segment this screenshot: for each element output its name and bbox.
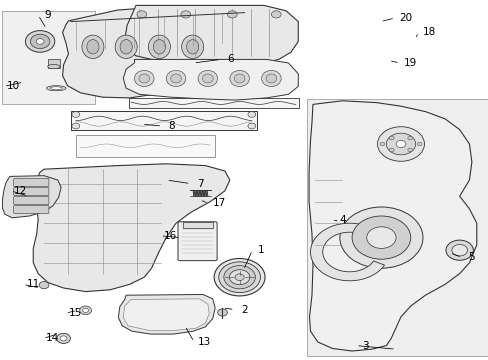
Circle shape bbox=[36, 39, 44, 44]
Circle shape bbox=[386, 133, 415, 155]
Polygon shape bbox=[62, 6, 249, 98]
Circle shape bbox=[217, 309, 227, 316]
Circle shape bbox=[214, 258, 264, 296]
Circle shape bbox=[30, 34, 50, 49]
Circle shape bbox=[247, 112, 255, 117]
Circle shape bbox=[80, 306, 91, 315]
Polygon shape bbox=[124, 5, 298, 64]
Circle shape bbox=[351, 216, 410, 259]
Text: 14: 14 bbox=[46, 333, 60, 343]
Circle shape bbox=[416, 142, 421, 146]
Bar bbox=[76, 135, 215, 157]
Polygon shape bbox=[118, 294, 215, 334]
Ellipse shape bbox=[265, 74, 276, 83]
Text: 15: 15 bbox=[69, 308, 82, 318]
Bar bbox=[71, 111, 256, 130]
Bar bbox=[128, 98, 298, 108]
Circle shape bbox=[218, 262, 260, 293]
Text: 1: 1 bbox=[258, 245, 264, 255]
Circle shape bbox=[181, 11, 190, 18]
Ellipse shape bbox=[50, 87, 62, 90]
Circle shape bbox=[72, 123, 80, 129]
Circle shape bbox=[247, 123, 255, 129]
Text: 5: 5 bbox=[468, 252, 474, 262]
Circle shape bbox=[271, 11, 281, 18]
Ellipse shape bbox=[182, 35, 203, 58]
Circle shape bbox=[235, 274, 244, 280]
Text: 19: 19 bbox=[403, 58, 417, 68]
Text: 16: 16 bbox=[163, 231, 177, 241]
FancyBboxPatch shape bbox=[178, 222, 217, 261]
Bar bbox=[183, 222, 212, 228]
Text: 17: 17 bbox=[212, 198, 225, 208]
Circle shape bbox=[451, 244, 467, 256]
Bar bbox=[2, 11, 95, 104]
Polygon shape bbox=[123, 59, 298, 100]
Circle shape bbox=[39, 282, 49, 289]
Polygon shape bbox=[33, 164, 229, 292]
Circle shape bbox=[388, 148, 393, 152]
Ellipse shape bbox=[48, 64, 60, 69]
Text: 12: 12 bbox=[14, 186, 27, 196]
Ellipse shape bbox=[87, 40, 99, 54]
Circle shape bbox=[379, 142, 384, 146]
Ellipse shape bbox=[261, 71, 281, 87]
Polygon shape bbox=[123, 299, 209, 330]
Circle shape bbox=[229, 270, 249, 285]
Circle shape bbox=[407, 148, 412, 152]
Circle shape bbox=[137, 11, 146, 18]
Text: 20: 20 bbox=[399, 13, 411, 23]
Ellipse shape bbox=[234, 74, 244, 83]
Circle shape bbox=[407, 136, 412, 140]
Polygon shape bbox=[310, 223, 384, 281]
FancyBboxPatch shape bbox=[14, 206, 49, 213]
Ellipse shape bbox=[186, 40, 198, 54]
Circle shape bbox=[445, 240, 472, 260]
Polygon shape bbox=[2, 176, 61, 218]
Circle shape bbox=[72, 112, 80, 117]
Circle shape bbox=[366, 227, 395, 248]
Ellipse shape bbox=[202, 74, 213, 83]
Circle shape bbox=[227, 11, 237, 18]
FancyBboxPatch shape bbox=[14, 197, 49, 204]
Ellipse shape bbox=[148, 35, 170, 58]
Bar bbox=[306, 99, 487, 356]
Text: 2: 2 bbox=[241, 305, 247, 315]
Circle shape bbox=[395, 140, 405, 148]
Ellipse shape bbox=[120, 40, 132, 54]
Text: 9: 9 bbox=[44, 10, 51, 20]
Text: 8: 8 bbox=[167, 121, 174, 131]
Circle shape bbox=[57, 333, 70, 343]
Ellipse shape bbox=[198, 71, 217, 87]
Text: 6: 6 bbox=[227, 54, 234, 64]
Ellipse shape bbox=[82, 35, 104, 58]
Ellipse shape bbox=[229, 71, 249, 87]
Polygon shape bbox=[308, 101, 476, 351]
Ellipse shape bbox=[46, 86, 66, 91]
Circle shape bbox=[377, 127, 424, 161]
Text: 18: 18 bbox=[422, 27, 435, 37]
Ellipse shape bbox=[134, 71, 154, 87]
Ellipse shape bbox=[153, 40, 165, 54]
Ellipse shape bbox=[139, 74, 149, 83]
Circle shape bbox=[25, 31, 55, 52]
Circle shape bbox=[60, 336, 67, 341]
Ellipse shape bbox=[115, 35, 137, 58]
Text: 7: 7 bbox=[197, 179, 203, 189]
Bar bbox=[48, 59, 60, 68]
Circle shape bbox=[224, 266, 255, 289]
Text: 11: 11 bbox=[26, 279, 40, 289]
Text: 10: 10 bbox=[7, 81, 20, 91]
FancyBboxPatch shape bbox=[14, 188, 49, 195]
Text: 13: 13 bbox=[197, 337, 211, 347]
Circle shape bbox=[82, 308, 88, 312]
Text: 3: 3 bbox=[362, 341, 368, 351]
Ellipse shape bbox=[170, 74, 181, 83]
Circle shape bbox=[388, 136, 393, 140]
Text: 4: 4 bbox=[338, 215, 345, 225]
Circle shape bbox=[339, 207, 422, 268]
Ellipse shape bbox=[166, 71, 185, 87]
FancyBboxPatch shape bbox=[14, 179, 49, 186]
